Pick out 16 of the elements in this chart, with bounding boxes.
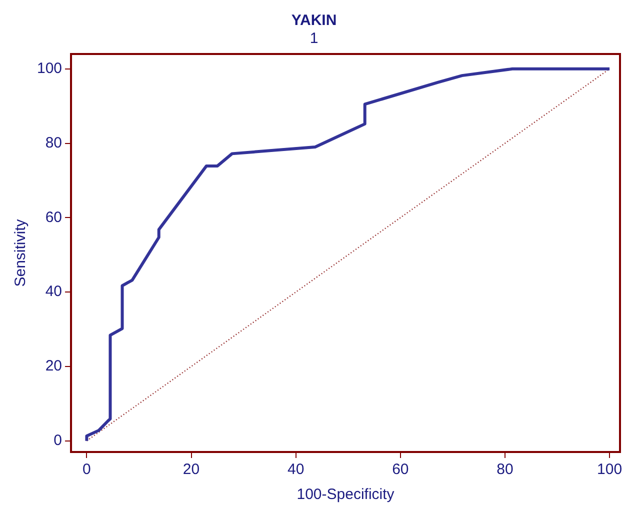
y-axis-title: Sensitivity — [12, 218, 30, 287]
x-tick-label: 100 — [597, 461, 622, 478]
x-tick-label: 20 — [182, 461, 200, 478]
chart-title: YAKIN — [291, 12, 337, 30]
y-tick-label: 60 — [45, 208, 62, 226]
x-tick-label: 60 — [392, 461, 409, 478]
x-tick-label: 0 — [82, 461, 91, 478]
x-tick-label: 80 — [496, 461, 514, 478]
y-tick-label: 100 — [36, 60, 62, 78]
x-axis-title: 100-Specificity — [296, 486, 395, 504]
y-tick-label: 20 — [45, 358, 62, 375]
y-tick-label: 40 — [45, 283, 62, 300]
y-tick-label: 0 — [54, 432, 62, 449]
x-tick-label: 40 — [288, 461, 304, 478]
y-tick-label: 80 — [45, 134, 62, 152]
chart-subtitle: 1 — [310, 30, 318, 48]
